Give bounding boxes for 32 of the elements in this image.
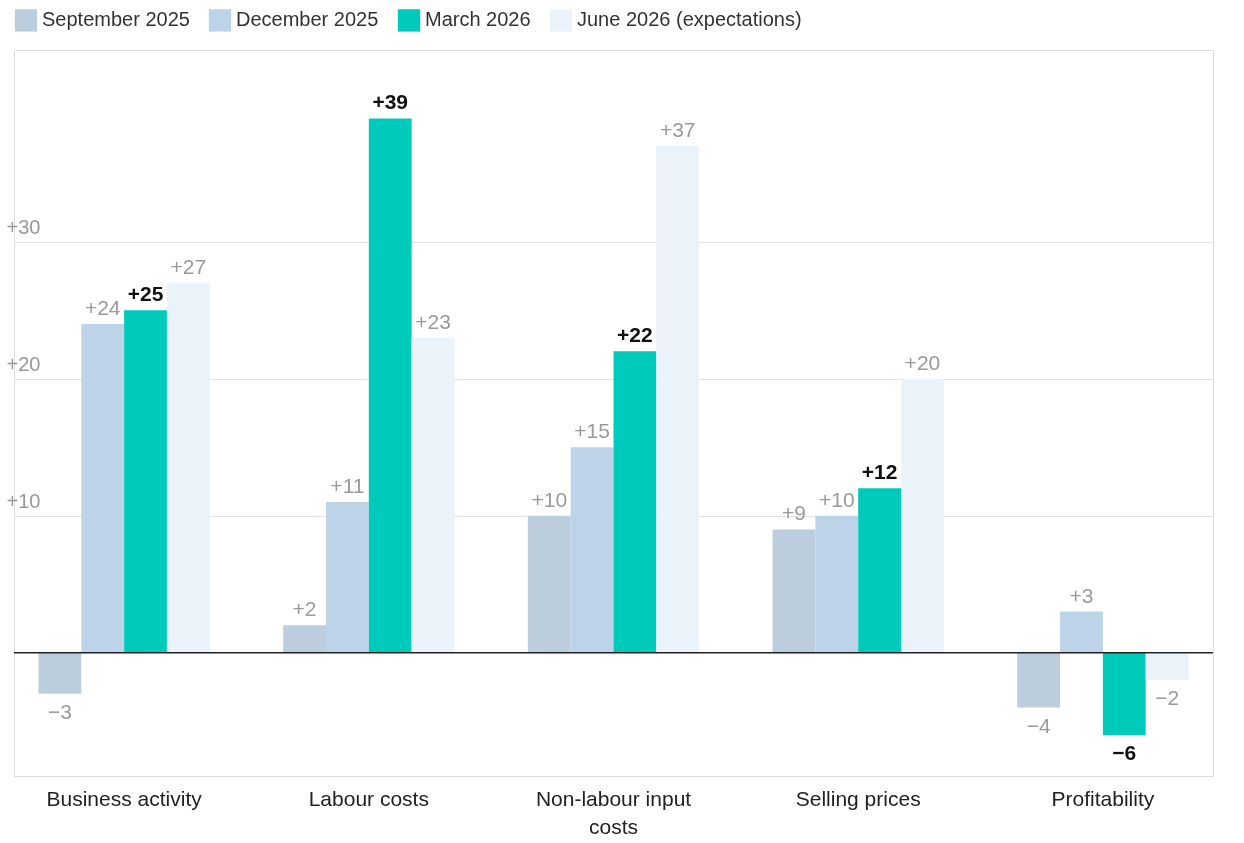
data-label: +39 [372,90,409,114]
data-label: −6 [1112,740,1137,764]
x-tick-label: Selling prices [795,786,921,810]
legend-label: June 2026 (expectations) [577,8,802,31]
x-tick-label: Business activity [46,786,203,810]
data-label: +24 [84,295,121,319]
x-tick-label: Labour costs [308,786,429,810]
legend-label: December 2025 [236,8,379,31]
data-label: −4 [1026,713,1051,737]
y-tick-label: +10 [6,490,41,513]
data-label: +10 [531,487,568,511]
x-tick-label: Profitability [1051,786,1155,810]
data-label: +23 [415,309,451,333]
data-label: +20 [904,350,941,374]
y-tick-label: +20 [6,353,41,376]
data-label: +9 [781,501,806,525]
data-label: +15 [574,419,610,443]
data-label: +11 [330,474,365,498]
data-label: −2 [1155,686,1180,710]
data-label: +2 [292,597,317,621]
data-label: +27 [170,254,207,278]
legend-label: March 2026 [425,8,531,31]
data-label: +37 [659,117,696,141]
data-label: +3 [1069,583,1094,607]
y-tick-label: +30 [6,216,41,239]
data-label: +10 [818,487,855,511]
x-tick-label: Non-labour input costs [535,786,692,838]
data-label: −3 [47,699,72,723]
data-label: +22 [617,323,653,347]
data-label: +25 [127,282,164,306]
data-label: +12 [861,460,898,484]
legend-label: September 2025 [42,8,190,31]
